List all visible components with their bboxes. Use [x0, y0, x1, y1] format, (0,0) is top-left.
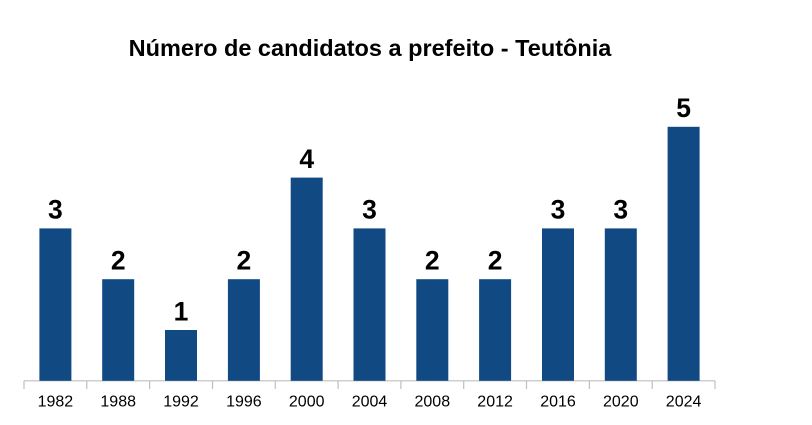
svg-text:1988: 1988	[100, 394, 136, 411]
svg-text:3: 3	[613, 195, 628, 225]
svg-text:2000: 2000	[289, 394, 325, 411]
svg-text:1992: 1992	[163, 394, 199, 411]
svg-text:1996: 1996	[226, 394, 262, 411]
svg-text:1982: 1982	[38, 394, 74, 411]
svg-text:2: 2	[488, 246, 503, 276]
svg-text:2: 2	[111, 246, 126, 276]
svg-text:5: 5	[676, 93, 691, 123]
svg-text:2012: 2012	[477, 394, 513, 411]
svg-text:3: 3	[362, 195, 377, 225]
svg-text:2016: 2016	[540, 394, 576, 411]
svg-text:2020: 2020	[603, 394, 639, 411]
svg-text:Número de candidatos a prefeit: Número de candidatos a prefeito - Teutôn…	[129, 35, 613, 61]
svg-text:2: 2	[237, 246, 252, 276]
svg-text:3: 3	[551, 195, 566, 225]
svg-text:2004: 2004	[352, 394, 388, 411]
svg-text:2008: 2008	[415, 394, 451, 411]
svg-text:2024: 2024	[666, 394, 702, 411]
svg-text:4: 4	[299, 144, 314, 174]
svg-text:3: 3	[48, 195, 63, 225]
svg-text:2: 2	[425, 246, 440, 276]
svg-text:1: 1	[174, 296, 189, 326]
